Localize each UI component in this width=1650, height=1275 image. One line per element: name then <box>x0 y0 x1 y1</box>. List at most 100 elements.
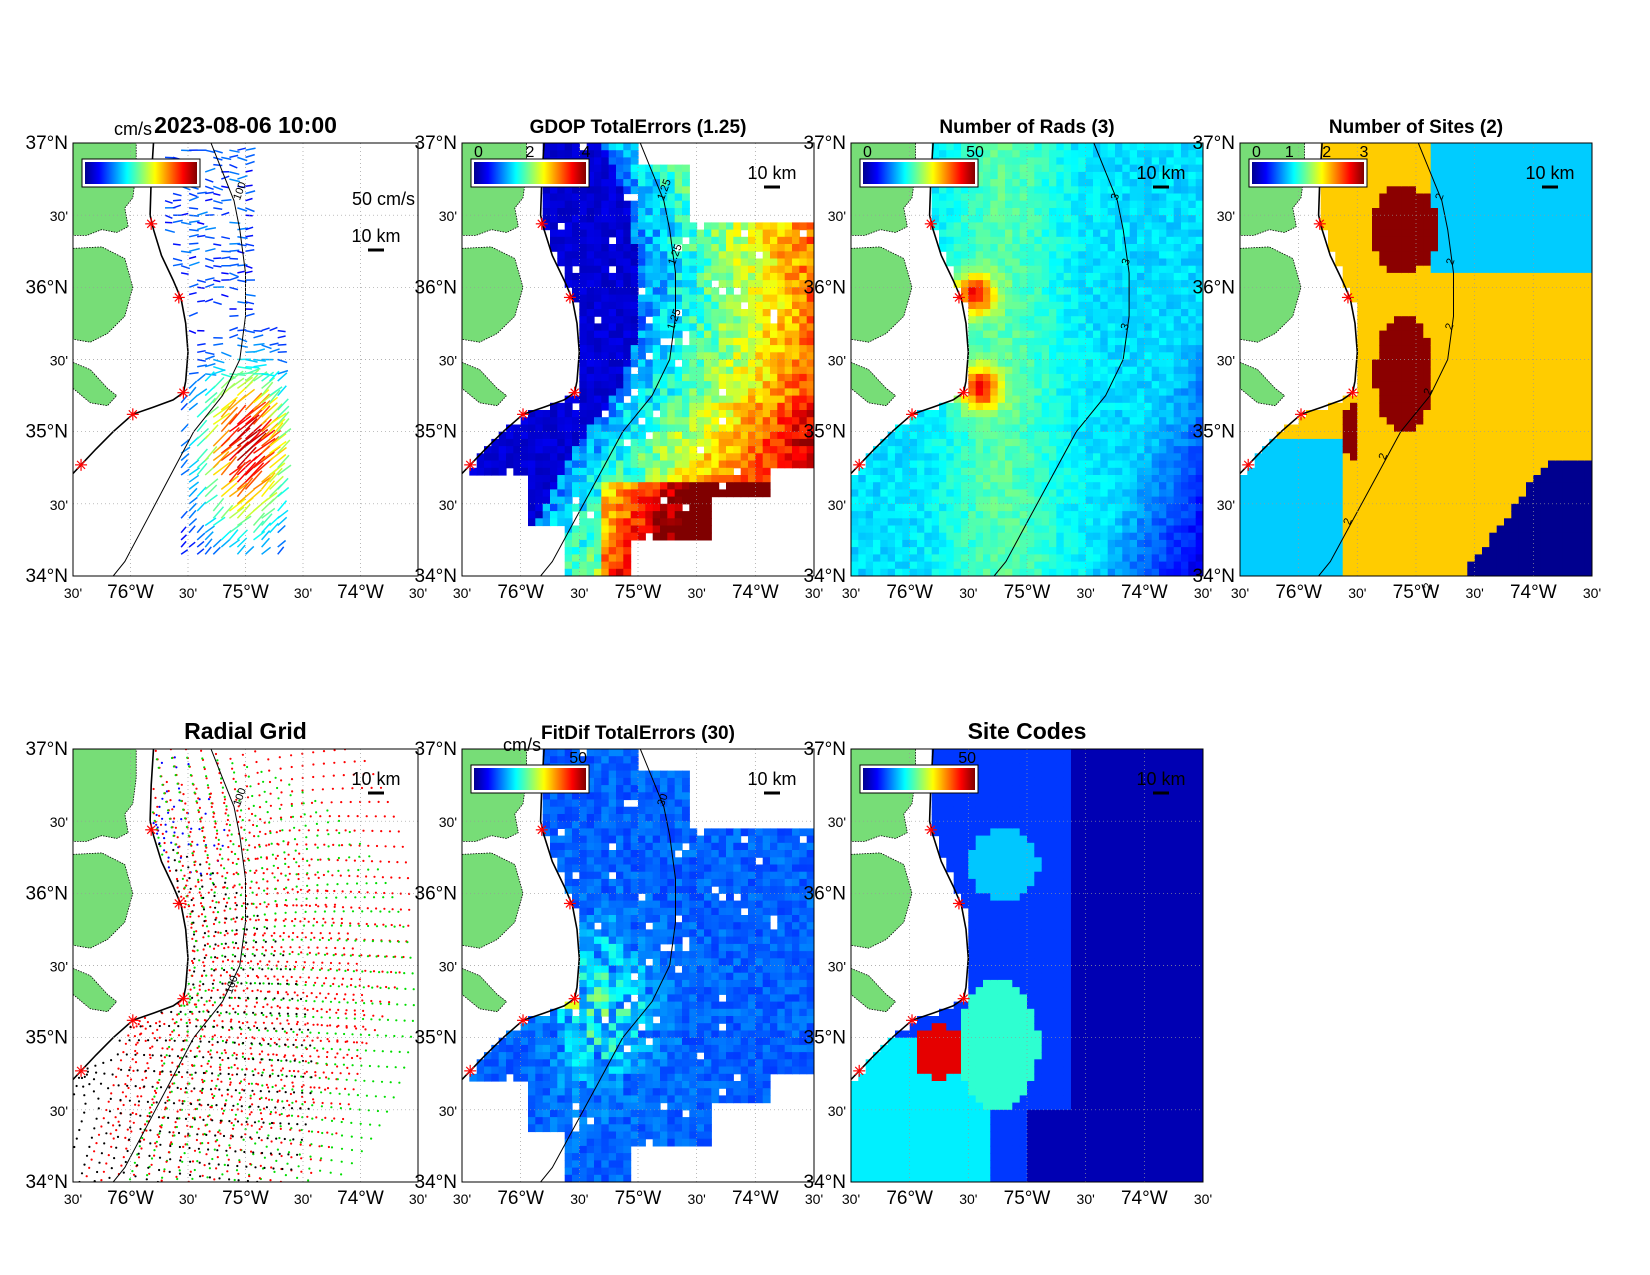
current-vector <box>188 496 198 505</box>
field-cell <box>917 511 925 519</box>
field-cell <box>895 467 903 476</box>
field-cell <box>1181 337 1189 346</box>
field-cell <box>704 222 712 231</box>
field-cell <box>1247 539 1256 548</box>
field-cell <box>1041 316 1050 324</box>
field-cell <box>806 359 814 368</box>
field-cell <box>1342 460 1351 469</box>
field-cell <box>1181 518 1189 527</box>
field-cell <box>1093 381 1101 389</box>
field-cell <box>638 265 646 274</box>
field-cell <box>557 489 566 498</box>
field-cell <box>1342 482 1351 490</box>
contour-label: 3 <box>1119 322 1132 332</box>
field-cell <box>660 395 668 404</box>
field-cell <box>586 554 595 563</box>
field-cell <box>939 547 947 555</box>
field-cell <box>1166 337 1175 346</box>
field-cell <box>674 417 683 425</box>
field-cell <box>770 381 778 389</box>
field-cell <box>1012 402 1021 411</box>
field-cell <box>630 345 639 353</box>
field-cell <box>1056 453 1065 462</box>
field-cell <box>550 453 558 462</box>
field-cell <box>1085 518 1094 527</box>
field-cell <box>601 366 610 375</box>
field-cell <box>1195 539 1203 548</box>
current-vector <box>213 279 221 283</box>
field-cell <box>1005 532 1013 541</box>
field-cell <box>572 554 580 563</box>
field-cell <box>1188 287 1197 296</box>
field-cell <box>1041 373 1050 382</box>
field-cell <box>1063 330 1072 339</box>
field-cell <box>520 424 529 433</box>
field-cell <box>799 287 808 296</box>
field-cell <box>1019 532 1028 541</box>
field-cell <box>1005 503 1013 512</box>
field-cell <box>917 532 925 541</box>
field-cell <box>1005 200 1013 209</box>
field-cell <box>1049 316 1057 324</box>
field-cell <box>1100 539 1109 548</box>
field-cell <box>1085 402 1094 411</box>
field-cell <box>968 186 977 195</box>
field-cell <box>1012 150 1021 158</box>
field-cell <box>1151 272 1160 281</box>
current-vector <box>197 349 206 354</box>
field-cell <box>1107 345 1116 353</box>
field-cell <box>895 438 903 447</box>
field-cell <box>616 193 624 202</box>
field-cell <box>1284 539 1292 548</box>
field-cell <box>983 280 991 288</box>
field-cell <box>616 467 624 476</box>
field-cell <box>623 143 632 151</box>
field-cell <box>990 352 999 361</box>
field-cell <box>1350 402 1358 411</box>
field-cell <box>748 446 756 454</box>
field-cell <box>1071 453 1079 462</box>
longitude-tick-label: 30' <box>64 585 82 601</box>
field-cell <box>667 532 676 541</box>
current-vector <box>277 385 287 397</box>
field-cell <box>652 265 661 274</box>
field-cell <box>1115 431 1123 440</box>
field-cell <box>674 446 683 454</box>
field-cell <box>542 431 551 440</box>
field-cell <box>1019 482 1028 490</box>
current-vector <box>269 370 280 382</box>
field-cell <box>711 272 720 281</box>
current-vector <box>188 474 200 483</box>
field-cell <box>740 330 749 339</box>
field-cell <box>1188 208 1197 216</box>
current-vector <box>221 272 229 275</box>
current-vector <box>245 248 255 253</box>
field-cell <box>777 309 786 317</box>
field-cell <box>997 438 1006 447</box>
field-cell <box>1093 323 1101 332</box>
field-cell <box>1107 208 1116 216</box>
field-cell <box>983 265 991 274</box>
field-cell <box>902 475 911 483</box>
field-cell <box>1100 287 1109 296</box>
latitude-tick-label: 30' <box>828 208 846 224</box>
field-cell <box>1173 200 1182 209</box>
field-cell <box>1173 272 1182 281</box>
field-cell <box>1137 388 1145 397</box>
field-cell <box>1195 388 1203 397</box>
field-cell <box>660 265 668 274</box>
field-cell <box>968 287 977 296</box>
field-cell <box>1005 287 1013 296</box>
field-cell <box>579 265 588 274</box>
field-cell <box>1328 402 1336 411</box>
field-cell <box>623 337 632 346</box>
field-cell <box>792 424 800 433</box>
field-cell <box>1078 323 1087 332</box>
field-cell <box>1254 460 1263 469</box>
field-cell <box>1034 258 1043 267</box>
field-cell <box>1313 482 1322 490</box>
field-cell <box>997 431 1006 440</box>
field-cell <box>528 518 536 527</box>
field-cell <box>1350 467 1358 476</box>
field-cell <box>1093 532 1101 541</box>
